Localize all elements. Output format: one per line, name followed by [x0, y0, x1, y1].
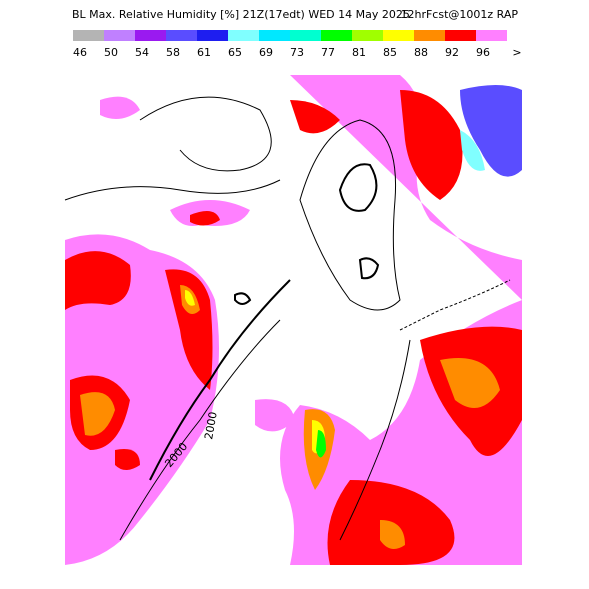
source: 12hrFcst@1001z RAP [400, 8, 518, 21]
cyan-regions [460, 130, 485, 171]
legend-label: 81 [352, 46, 366, 59]
legend-swatch [352, 30, 383, 41]
legend-swatch [476, 30, 507, 41]
legend-label: 88 [414, 46, 428, 59]
legend-label: 61 [197, 46, 211, 59]
legend-label: 92 [445, 46, 459, 59]
legend-swatch [73, 30, 104, 41]
green-regions [316, 430, 326, 458]
legend-swatch [228, 30, 259, 41]
contour-label: 2000 [202, 411, 220, 441]
legend-swatch [321, 30, 352, 41]
legend: 46 50 54 58 61 65 69 73 77 81 85 88 92 96 > [73, 30, 522, 59]
legend-label: 77 [321, 46, 335, 59]
legend-label: 46 [73, 46, 87, 59]
blue-regions [460, 85, 522, 177]
legend-label: 85 [383, 46, 397, 59]
legend-swatch [166, 30, 197, 41]
map: 2000 2000 [64, 70, 522, 565]
legend-swatch [445, 30, 476, 41]
legend-swatch [383, 30, 414, 41]
title: BL Max. Relative Humidity [%] 21Z(17edt)… [72, 8, 410, 21]
legend-label: 73 [290, 46, 304, 59]
legend-swatch [290, 30, 321, 41]
legend-swatch [197, 30, 228, 41]
legend-swatch [135, 30, 166, 41]
legend-label: 58 [166, 46, 180, 59]
legend-label: 54 [135, 46, 149, 59]
legend-swatch [259, 30, 290, 41]
legend-label: 50 [104, 46, 118, 59]
legend-label: 96 [476, 46, 490, 59]
legend-label: 69 [259, 46, 273, 59]
legend-overflow: > [512, 46, 521, 59]
legend-label: 65 [228, 46, 242, 59]
contours [64, 96, 511, 541]
legend-swatch [104, 30, 135, 41]
legend-swatch [414, 30, 445, 41]
